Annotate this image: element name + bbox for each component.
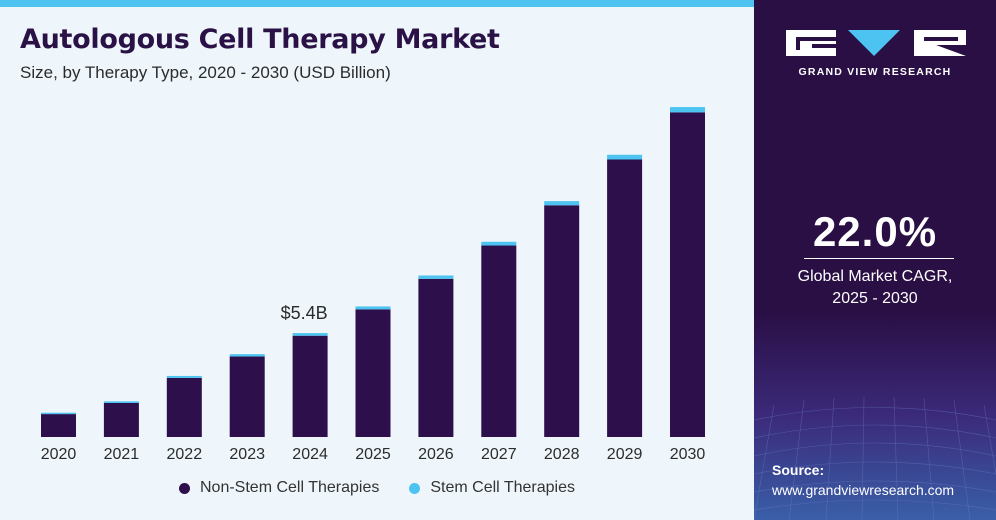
bar-stem-2020 [41, 412, 76, 415]
grand-view-research-logo [786, 30, 966, 56]
bar-stem-2029 [607, 154, 643, 160]
bar-non-stem-2027 [481, 245, 517, 437]
bar-non-stem-2020 [41, 414, 76, 437]
chart-title: Autologous Cell Therapy Market [20, 24, 500, 55]
legend-swatch-stem [409, 482, 421, 494]
bar-stem-2024 [292, 333, 328, 336]
legend-swatch-non-stem [179, 482, 190, 494]
source-label: Source: [772, 462, 825, 478]
cagr-label: Global Market CAGR, 2025 - 2030 [754, 266, 996, 310]
bar-non-stem-2029 [607, 159, 643, 437]
bar-stem-2021 [103, 401, 139, 404]
x-tick-label-2025: 2025 [355, 446, 391, 463]
data-label-2024: $5.4B [281, 303, 328, 323]
cagr-label-line-2: 2025 - 2030 [832, 290, 918, 307]
bar-stem-2022 [166, 375, 202, 378]
bar-non-stem-2021 [103, 403, 139, 437]
legend-label-stem: Stem Cell Therapies [430, 479, 575, 496]
x-tick-label-2030: 2030 [670, 446, 706, 463]
bar-chart: 2020 2021 2022 2023 2024 $5.4B 2025 2026 2027 202… [41, 107, 706, 463]
x-tick-label-2026: 2026 [418, 446, 454, 463]
bar-stem-2025 [355, 306, 391, 310]
x-tick-label-2022: 2022 [167, 446, 203, 463]
bar-stem-2023 [229, 354, 265, 357]
x-tick-label-2023: 2023 [229, 446, 265, 463]
x-tick-label-2020: 2020 [41, 446, 77, 463]
bar-non-stem-2030 [670, 112, 705, 437]
cagr-value: 22.0% [812, 208, 938, 255]
x-tick-label-2024: 2024 [292, 446, 328, 463]
bar-stem-2027 [481, 241, 517, 246]
x-tick-label-2028: 2028 [544, 446, 580, 463]
cagr-label-line-1: Global Market CAGR, [797, 268, 953, 285]
legend-item-non-stem: Non-Stem Cell Therapies [179, 479, 379, 497]
bar-non-stem-2023 [229, 356, 265, 437]
legend-label-non-stem: Non-Stem Cell Therapies [200, 479, 380, 496]
bar-stem-2030 [670, 107, 705, 113]
brand-name: GRAND VIEW RESEARCH [798, 66, 952, 78]
chart-legend: Non-Stem Cell Therapies Stem Cell Therap… [0, 479, 754, 497]
legend-item-stem: Stem Cell Therapies [409, 479, 575, 497]
side-panel: GRAND VIEW RESEARCH 22.0% Global Market … [754, 0, 996, 520]
bar-non-stem-2022 [166, 377, 202, 437]
x-tick-label-2029: 2029 [607, 446, 643, 463]
chart-subtitle: Size, by Therapy Type, 2020 - 2030 (USD … [20, 63, 391, 82]
bar-non-stem-2024 [292, 335, 328, 437]
bar-stem-2028 [544, 201, 580, 206]
bar-stem-2026 [418, 275, 454, 279]
wireframe-grid-graphic [754, 396, 996, 520]
bar-non-stem-2028 [544, 205, 580, 437]
cagr-divider [804, 258, 954, 259]
x-tick-label-2021: 2021 [104, 446, 140, 463]
x-tick-label-2027: 2027 [481, 446, 517, 463]
top-accent-strip [0, 0, 754, 7]
source-url: www.grandviewresearch.com [772, 482, 955, 498]
bar-non-stem-2025 [355, 309, 391, 437]
bar-non-stem-2026 [418, 278, 454, 437]
